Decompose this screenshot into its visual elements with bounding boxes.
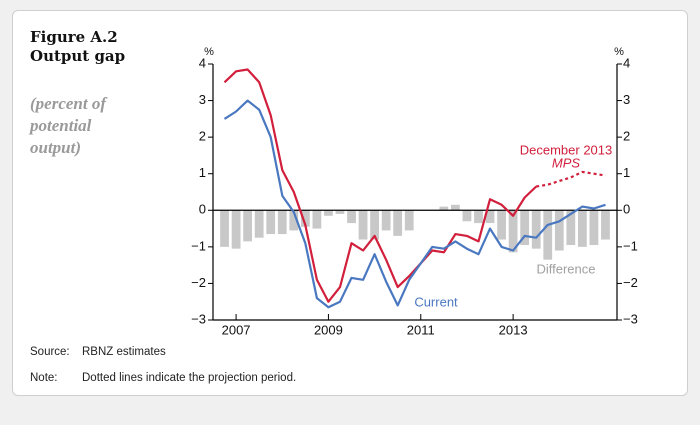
- bar: [404, 210, 414, 231]
- source-label: Source:: [30, 346, 70, 358]
- figure-label: Figure A.2: [30, 28, 118, 46]
- x-tick-label: 2009: [314, 322, 343, 337]
- y2-tick-label: −3: [623, 311, 638, 326]
- bar: [451, 204, 460, 211]
- y2-tick-label: 1: [623, 165, 630, 180]
- bar: [381, 210, 391, 231]
- line: [223, 99, 606, 309]
- bar: [439, 206, 449, 211]
- y-tick-label: −1: [191, 238, 206, 253]
- bar: [508, 210, 518, 253]
- y-tick-label: 0: [199, 202, 206, 217]
- series-label: Current: [414, 294, 458, 309]
- bar: [543, 210, 553, 260]
- bar: [289, 210, 299, 231]
- bar: [474, 210, 483, 224]
- series-label: Difference: [536, 261, 595, 276]
- y-tick-label: −2: [191, 275, 206, 290]
- y-unit: %: [204, 46, 214, 58]
- bar: [231, 210, 241, 249]
- bar: [312, 210, 322, 229]
- note-label: Note:: [30, 372, 58, 384]
- bar: [266, 210, 276, 235]
- bar: [358, 210, 368, 240]
- y-tick-label: 2: [199, 129, 206, 144]
- bar: [497, 210, 506, 240]
- bar: [577, 210, 587, 247]
- y2-tick-label: 3: [623, 92, 630, 107]
- bar: [347, 210, 356, 224]
- y2-tick-label: 0: [623, 202, 630, 217]
- bar: [531, 210, 541, 249]
- bar: [601, 210, 610, 240]
- y2-unit: %: [614, 46, 624, 58]
- source-text: RBNZ estimates: [82, 346, 166, 358]
- bar: [462, 210, 472, 222]
- bar: [324, 210, 333, 216]
- bar: [243, 210, 253, 242]
- bar: [335, 210, 345, 214]
- x-tick-label: 2011: [407, 322, 435, 337]
- bar: [300, 210, 310, 227]
- card: [12, 10, 688, 396]
- bar: [589, 210, 599, 246]
- line: [223, 68, 537, 303]
- series-label: MPS: [552, 155, 581, 170]
- bar: [277, 210, 287, 235]
- note-text: Dotted lines indicate the projection per…: [82, 372, 297, 384]
- bar: [554, 210, 564, 251]
- y2-tick-label: 2: [623, 129, 630, 144]
- line-projection: [536, 170, 606, 188]
- x-tick-label: 2007: [222, 322, 251, 337]
- bar: [520, 210, 530, 246]
- chart-subtitle: (percent of potential output): [30, 94, 107, 157]
- bar: [566, 210, 576, 246]
- bar: [370, 210, 379, 240]
- y-tick-label: 3: [199, 92, 206, 107]
- x-tick-label: 2013: [499, 322, 528, 337]
- y-tick-label: −3: [191, 311, 206, 326]
- y2-tick-label: −2: [623, 275, 638, 290]
- y-tick-label: 1: [199, 165, 206, 180]
- chart-title: Output gap: [30, 47, 126, 65]
- series-label: December 2013: [520, 142, 613, 157]
- y-tick-label: 4: [199, 55, 206, 70]
- y2-tick-label: −1: [623, 238, 638, 253]
- y2-tick-label: 4: [623, 55, 630, 70]
- bar: [254, 210, 264, 238]
- bar: [485, 210, 495, 224]
- bar: [393, 210, 403, 236]
- bar: [220, 210, 229, 247]
